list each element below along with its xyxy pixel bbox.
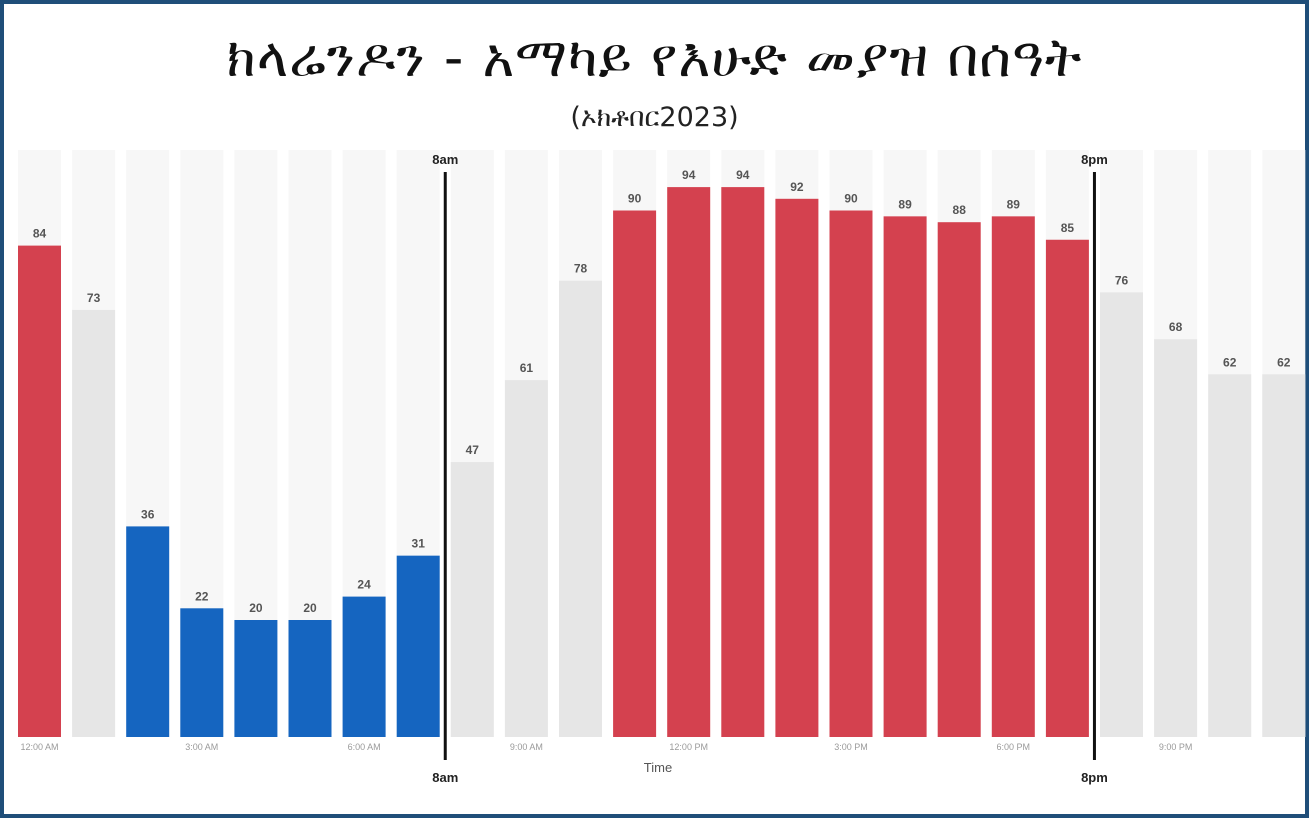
bars — [18, 187, 1306, 738]
marker-label-bottom: 8pm — [1081, 770, 1108, 785]
x-axis-label: Time — [644, 760, 672, 775]
bar — [72, 309, 116, 737]
value-label: 22 — [195, 589, 209, 603]
value-label: 62 — [1277, 355, 1291, 369]
value-label: 89 — [1007, 197, 1021, 211]
value-label: 76 — [1115, 273, 1129, 287]
marker-label-top: 8pm — [1081, 152, 1108, 167]
x-tick-label: 9:00 PM — [1159, 742, 1193, 752]
bar — [829, 210, 873, 737]
x-tick-label: 3:00 AM — [185, 742, 218, 752]
value-label: 20 — [303, 601, 317, 615]
x-tick-label: 12:00 PM — [669, 742, 708, 752]
bar — [1208, 374, 1252, 737]
value-label: 88 — [953, 203, 967, 217]
bar — [775, 198, 819, 738]
bar — [450, 462, 494, 737]
bar — [883, 216, 927, 738]
x-tick-label: 6:00 PM — [997, 742, 1031, 752]
x-tick-label: 6:00 AM — [348, 742, 381, 752]
value-labels: 84 73 36 22 20 20 24 31 47 61 78 90 94 94 92 90 89 88 89 85… — [33, 168, 1291, 615]
x-tick-label: 12:00 AM — [20, 742, 58, 752]
bar — [126, 526, 170, 737]
bar — [504, 380, 548, 737]
value-label: 90 — [628, 192, 642, 206]
bar — [1100, 292, 1143, 737]
value-label: 94 — [682, 168, 696, 182]
marker-label-top: 8am — [432, 152, 458, 167]
bar — [559, 280, 602, 737]
value-label: 24 — [357, 578, 371, 592]
bar — [18, 245, 61, 737]
value-label: 84 — [33, 227, 47, 241]
value-label: 20 — [249, 601, 263, 615]
chart-subtitle: (ኦክቶበር2023) — [570, 102, 739, 133]
bar — [288, 620, 332, 737]
time-markers: 8am 8am 8pm 8pm — [432, 152, 1108, 785]
bar — [667, 187, 711, 738]
value-label: 89 — [898, 197, 912, 211]
bar — [937, 222, 981, 737]
bar — [991, 216, 1035, 738]
value-label: 73 — [87, 291, 101, 305]
bar — [180, 608, 224, 737]
value-label: 68 — [1169, 320, 1183, 334]
x-tick-labels: 12:00 AM 3:00 AM 6:00 AM 9:00 AM 12:00 PM 3:0… — [20, 742, 1192, 752]
value-label: 92 — [790, 180, 804, 194]
bar — [342, 596, 386, 737]
value-label: 90 — [844, 192, 858, 206]
value-label: 31 — [412, 537, 426, 551]
marker-label-bottom: 8am — [432, 770, 458, 785]
bar — [721, 187, 765, 738]
x-tick-label: 9:00 AM — [510, 742, 543, 752]
bar — [396, 555, 440, 737]
value-label: 62 — [1223, 355, 1237, 369]
bar — [234, 620, 278, 737]
bar — [613, 210, 657, 737]
value-label: 85 — [1061, 221, 1075, 235]
x-tick-label: 3:00 PM — [834, 742, 868, 752]
bar — [1045, 239, 1089, 737]
value-label: 94 — [736, 168, 750, 182]
value-label: 47 — [466, 443, 480, 457]
bar — [1262, 374, 1306, 737]
value-label: 61 — [520, 361, 534, 375]
value-label: 78 — [574, 262, 588, 276]
chart-title: ክላሬንዶን - አማካይ የእሁድ መያዝ በሰዓት — [226, 26, 1083, 89]
value-label: 36 — [141, 507, 155, 521]
bar — [1154, 339, 1198, 737]
